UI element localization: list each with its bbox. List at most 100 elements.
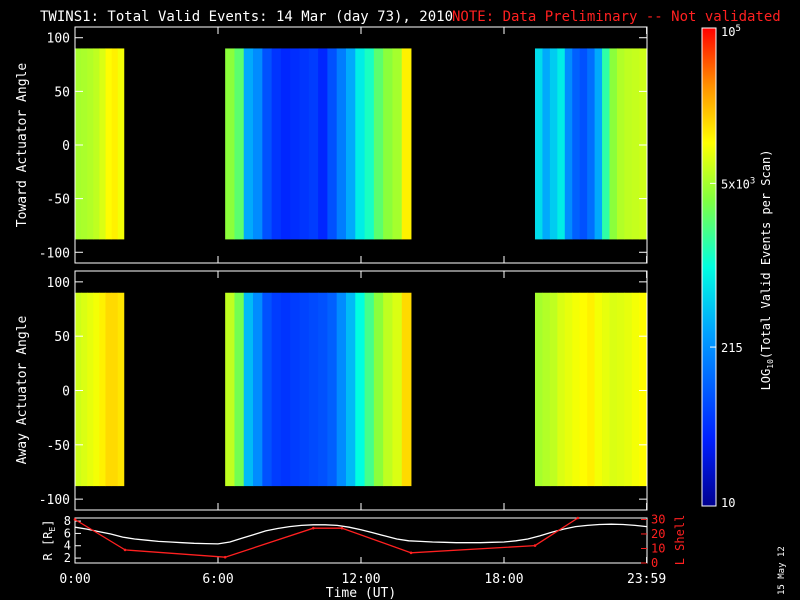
- colorbar-label-end: (Total Valid Events per Scan): [759, 150, 773, 360]
- away-heat-cell: [345, 292, 356, 487]
- toward-heat-cell: [373, 48, 384, 240]
- away-heat-cell: [117, 292, 125, 487]
- away-heat-cell: [534, 292, 543, 487]
- away-heat-cell: [336, 292, 347, 487]
- toward-heat-cell: [308, 48, 319, 240]
- away-y-axis-label: Away Actuator Angle: [15, 315, 30, 464]
- away-heat-cell: [280, 292, 291, 487]
- toward-heat-cell: [111, 48, 119, 240]
- orbit-radius-label: R [RE]: [41, 520, 57, 561]
- away-y-tick-label: 100: [47, 276, 70, 291]
- toward-heat-cell: [87, 48, 94, 240]
- away-heat-cell: [253, 292, 263, 487]
- away-heat-cell: [564, 292, 573, 487]
- toward-heat-cell: [81, 48, 88, 240]
- orbit-lines: [73, 516, 647, 559]
- colorbar-label-sub: 10: [766, 359, 775, 369]
- orbit-left-tick-label: 2: [64, 551, 71, 565]
- toward-heat-cell: [271, 48, 282, 240]
- lshell-point: [533, 544, 537, 547]
- x-axis-label: Time (UT): [326, 586, 396, 600]
- away-panel: 100 50 0 -50 -100 Away Actuator Angle: [15, 270, 648, 511]
- away-x-ticks: [74, 271, 648, 510]
- away-heat-cell: [111, 292, 119, 487]
- radius-line: [74, 523, 647, 545]
- away-heat-cell: [75, 292, 82, 487]
- toward-heat-cell: [572, 48, 581, 240]
- away-y-tick-label: 50: [54, 330, 70, 345]
- toward-heat-cell: [243, 48, 254, 240]
- lshell-point: [409, 551, 413, 555]
- colorbar-label-main: LOG: [759, 369, 773, 391]
- x-tick-label: 6:00: [202, 572, 233, 587]
- x-tick-label: 12:00: [341, 572, 380, 587]
- away-heat-cell: [93, 292, 100, 487]
- orbit-right-tick-label: 20: [651, 527, 665, 541]
- toward-x-ticks: [74, 27, 648, 263]
- lshell-point: [123, 548, 127, 552]
- away-heat-cell: [557, 292, 566, 487]
- toward-heat-cell: [631, 48, 640, 240]
- toward-heat-cell: [602, 48, 610, 240]
- orbit-left-tick-label: 8: [64, 514, 71, 528]
- away-heat-cell: [616, 292, 625, 487]
- orbit-radius-label-main: R [R: [41, 531, 55, 561]
- toward-heat-cell: [549, 48, 558, 240]
- toward-heat-cell: [401, 48, 412, 240]
- away-heat-cell: [609, 292, 618, 487]
- away-heat-cell: [308, 292, 319, 487]
- lshell-point: [73, 518, 77, 521]
- toward-heat-cell: [234, 48, 245, 240]
- toward-y-tick-label: -50: [47, 193, 70, 208]
- orbit-radius-label-sub: E: [48, 527, 57, 532]
- away-heat-cell: [225, 292, 235, 487]
- away-y-tick-label: -100: [39, 493, 70, 508]
- toward-heat-cell: [392, 48, 403, 240]
- toward-y-tick-label: 50: [54, 85, 70, 100]
- away-heat-cell: [572, 292, 581, 487]
- toward-heat-cell: [336, 48, 347, 240]
- away-heat-cell: [327, 292, 338, 487]
- away-heat-cell: [99, 292, 106, 487]
- toward-heat-cell: [290, 48, 300, 240]
- away-heat-cell: [271, 292, 282, 487]
- away-heat-cell: [299, 292, 310, 487]
- lshell-line: [74, 517, 579, 558]
- away-heat-cell: [234, 292, 245, 487]
- away-heat-cell: [87, 292, 94, 487]
- orbit-right-tick-label: 30: [651, 512, 665, 526]
- toward-y-ticks: 100 50 0 -50 -100: [39, 32, 647, 261]
- away-heat-cell: [579, 292, 588, 487]
- away-heat-cell: [401, 292, 412, 487]
- toward-y-tick-label: 100: [47, 32, 70, 47]
- colorbar-frame: [701, 27, 717, 507]
- colorbar-tick-label: 215: [721, 341, 743, 355]
- toward-heat-cell: [364, 48, 375, 240]
- away-heat-cell: [549, 292, 558, 487]
- lshell-point: [576, 516, 580, 520]
- toward-heat-cell: [564, 48, 573, 240]
- away-heat-cell: [392, 292, 403, 487]
- toward-heat-cell: [383, 48, 393, 240]
- toward-heat-cell: [318, 48, 328, 240]
- orbit-right-tick-label: 10: [651, 541, 665, 555]
- away-heat-cell: [81, 292, 88, 487]
- orbit-left-tick-label: 6: [64, 526, 71, 540]
- toward-heat-cell: [345, 48, 356, 240]
- x-tick-label: 0:00: [59, 572, 90, 587]
- toward-heat-cell: [75, 48, 82, 240]
- toward-heat-cell: [594, 48, 603, 240]
- toward-panel: 100 50 0 -50 -100 Toward Actuator Angle: [15, 26, 648, 264]
- toward-y-tick-label: -100: [39, 246, 70, 261]
- plot-date: 15 May 12: [777, 546, 787, 595]
- toward-heat-cell: [579, 48, 588, 240]
- toward-heat-cell: [587, 48, 595, 240]
- orbit-left-tick-label: 4: [64, 539, 71, 553]
- x-tick-label: 18:00: [484, 572, 523, 587]
- toward-heat-cell: [299, 48, 310, 240]
- away-y-tick-label: 0: [62, 385, 70, 400]
